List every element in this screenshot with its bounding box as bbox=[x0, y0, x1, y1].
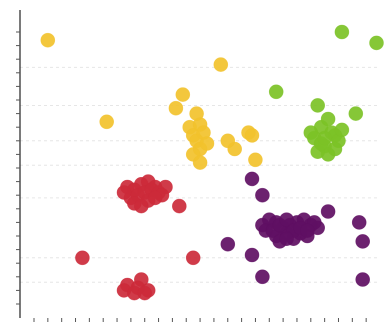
data-point bbox=[303, 125, 319, 140]
data-point bbox=[134, 198, 149, 214]
data-point bbox=[355, 234, 371, 249]
data-point bbox=[220, 236, 236, 252]
data-point bbox=[192, 155, 208, 170]
data-point bbox=[185, 250, 201, 266]
axes bbox=[16, 10, 367, 322]
data-point bbox=[334, 24, 350, 40]
data-point bbox=[320, 111, 336, 127]
data-point bbox=[220, 133, 236, 149]
data-point bbox=[147, 190, 163, 206]
data-point bbox=[351, 215, 367, 230]
data-point bbox=[244, 171, 260, 187]
data-point bbox=[175, 87, 191, 102]
data-point bbox=[317, 130, 332, 146]
data-point bbox=[355, 272, 371, 287]
data-point bbox=[248, 152, 263, 168]
data-point bbox=[116, 185, 132, 200]
grid-lines bbox=[20, 66, 380, 283]
data-point bbox=[168, 100, 184, 116]
data-point bbox=[348, 106, 364, 121]
data-point bbox=[279, 231, 294, 246]
data-point bbox=[137, 285, 152, 301]
data-point bbox=[244, 128, 260, 143]
data-point bbox=[255, 187, 270, 203]
data-point bbox=[40, 32, 56, 48]
data-point bbox=[334, 122, 350, 138]
data-point bbox=[199, 136, 215, 151]
data-point bbox=[369, 35, 384, 51]
data-point bbox=[320, 204, 336, 219]
data-point bbox=[327, 141, 343, 157]
data-point bbox=[134, 272, 149, 287]
data-point bbox=[279, 212, 294, 227]
data-point bbox=[172, 198, 187, 214]
data-points bbox=[40, 24, 384, 301]
data-point bbox=[189, 106, 204, 121]
data-point bbox=[99, 114, 114, 130]
data-point bbox=[255, 269, 270, 285]
data-point bbox=[213, 57, 229, 72]
data-point bbox=[299, 223, 315, 238]
data-point bbox=[268, 84, 284, 100]
data-point bbox=[75, 250, 90, 266]
data-point bbox=[310, 98, 326, 113]
data-point bbox=[244, 247, 260, 263]
